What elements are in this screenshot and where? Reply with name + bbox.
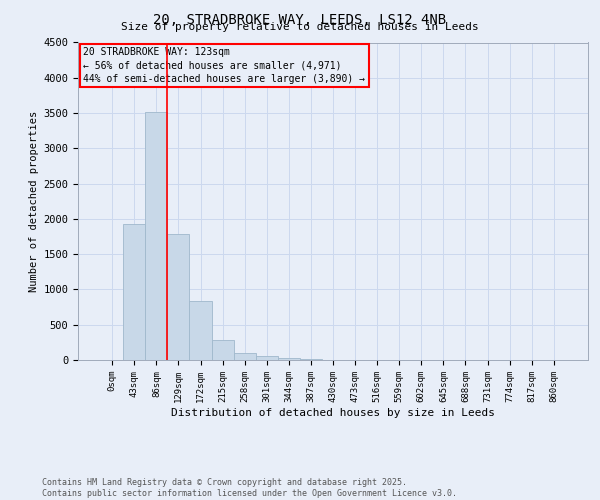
Text: Contains HM Land Registry data © Crown copyright and database right 2025.
Contai: Contains HM Land Registry data © Crown c…: [42, 478, 457, 498]
Text: 20 STRADBROKE WAY: 123sqm
← 56% of detached houses are smaller (4,971)
44% of se: 20 STRADBROKE WAY: 123sqm ← 56% of detac…: [83, 48, 365, 84]
Bar: [256, 356, 278, 360]
Bar: [278, 358, 300, 360]
Bar: [233, 354, 256, 360]
Y-axis label: Number of detached properties: Number of detached properties: [29, 110, 39, 292]
Text: 20, STRADBROKE WAY, LEEDS, LS12 4NB: 20, STRADBROKE WAY, LEEDS, LS12 4NB: [154, 12, 446, 26]
X-axis label: Distribution of detached houses by size in Leeds: Distribution of detached houses by size …: [171, 408, 495, 418]
Bar: [123, 224, 145, 360]
Bar: [145, 112, 167, 360]
Text: Size of property relative to detached houses in Leeds: Size of property relative to detached ho…: [121, 22, 479, 32]
Bar: [212, 340, 233, 360]
Bar: [167, 234, 190, 360]
Bar: [190, 302, 212, 360]
